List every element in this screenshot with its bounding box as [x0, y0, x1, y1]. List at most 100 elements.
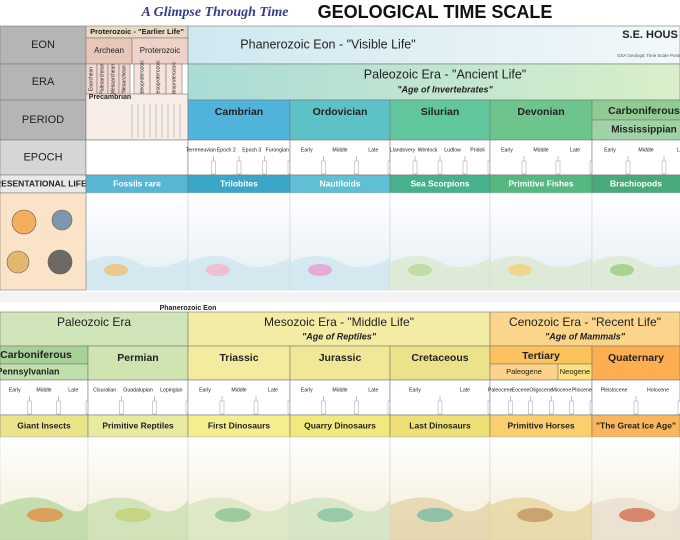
row-label: ERA: [32, 76, 55, 88]
illustration-detail: [308, 264, 332, 276]
illustration-detail: [27, 508, 63, 522]
epoch-label: Late: [677, 147, 680, 153]
label: Neoarchean: [121, 65, 127, 92]
period-name: Carboniferous: [0, 349, 72, 361]
illustration-detail: [610, 264, 634, 276]
age-marker: [437, 160, 443, 175]
epoch-label: Ludlow: [444, 147, 461, 153]
label: Proterozoic: [140, 46, 180, 55]
eon-label: Phanerozoic Eon: [160, 305, 217, 312]
age-marker: [528, 400, 533, 415]
epoch-label: Lopingian: [160, 387, 183, 393]
era-subtitle: "Age of Reptiles": [302, 331, 377, 341]
epoch-cell: [489, 379, 593, 416]
period-cell: [591, 345, 680, 381]
period-cell: [187, 345, 291, 381]
epoch-label: Late: [460, 387, 470, 393]
epoch-label: Early: [199, 387, 211, 393]
row-label-cell: [0, 99, 87, 141]
period-name: Silurian: [421, 106, 460, 118]
age-marker: [321, 400, 326, 415]
period-name: Devonian: [517, 106, 564, 118]
age-marker: [549, 400, 554, 415]
epoch-label: Late: [570, 147, 580, 153]
label: S.E. HOUS: [622, 29, 678, 41]
age-marker: [262, 160, 267, 175]
epoch-label: Early: [409, 387, 421, 393]
epoch-label: Epoch 2: [217, 147, 236, 153]
epoch-label: Furongian: [266, 147, 289, 153]
age-marker: [508, 400, 513, 415]
period-cell: [389, 345, 491, 381]
period-cell: [289, 345, 391, 381]
epoch-label: Llandovery: [390, 147, 416, 153]
age-marker: [569, 400, 574, 415]
title: GEOLOGICAL TIME SCALE: [318, 2, 553, 22]
age-marker: [354, 160, 359, 175]
life-label: Quarry Dinosaurs: [304, 420, 376, 430]
epoch-label: Paleocene: [488, 387, 513, 393]
era-cell: [489, 311, 680, 347]
life-label: "The Great Ice Age": [596, 420, 676, 430]
epoch-label: Early: [604, 147, 616, 153]
epoch-label: Late: [68, 387, 78, 393]
illustration-detail: [11, 209, 37, 235]
epoch-label: Early: [9, 387, 21, 393]
life-label: Fossils rare: [113, 178, 161, 188]
epoch-cell: [187, 379, 291, 416]
label: Paleoproterozoic: [139, 60, 145, 98]
age-marker: [119, 400, 124, 415]
row-label-cell: [0, 25, 87, 65]
epoch-label: Pridoli: [470, 147, 484, 153]
age-marker: [152, 400, 157, 415]
epoch-cell: [591, 139, 680, 176]
age-marker: [462, 160, 468, 175]
illustration-detail: [47, 249, 73, 275]
epoch-label: Epoch 3: [242, 147, 261, 153]
period-cell: [489, 99, 593, 141]
label: GSA Geologic Time Scale Poster: [617, 53, 680, 58]
illustration-detail: [517, 508, 553, 522]
illustration-detail: [104, 264, 128, 276]
period-name: Permian: [117, 352, 158, 364]
label: Neoproterozoic: [171, 62, 177, 96]
subperiod-name: Mississippian: [611, 125, 677, 136]
epoch-cell: [87, 379, 189, 416]
life-label: First Dinosaurs: [208, 420, 271, 430]
illustration-detail: [317, 508, 353, 522]
row-label: EON: [31, 39, 55, 51]
subperiod-name: Paleogene: [506, 367, 542, 376]
label: Paleoarchean: [99, 63, 105, 94]
period-name: Cambrian: [215, 106, 263, 118]
age-marker: [219, 400, 225, 415]
epoch-label: Holocene: [647, 387, 669, 393]
era-name: Mesozoic Era - "Middle Life": [264, 315, 414, 329]
period-name: Ordovician: [313, 106, 368, 118]
age-marker: [625, 160, 631, 175]
life-label: Last Dinosaurs: [409, 420, 471, 430]
age-marker: [56, 400, 61, 415]
age-marker: [27, 400, 32, 415]
cell: [187, 63, 680, 101]
age-marker: [412, 160, 418, 175]
illustration-detail: [215, 508, 251, 522]
epoch-label: Early: [501, 147, 513, 153]
era-name: Paleozoic Era: [57, 315, 131, 329]
era-subtitle: "Age of Mammals": [545, 331, 626, 341]
illustration-ground: [390, 256, 490, 290]
age-marker: [437, 400, 443, 415]
period-name: Jurassic: [319, 352, 362, 364]
cell: [85, 139, 189, 176]
life-label: Primitive Fishes: [508, 178, 573, 188]
epoch-label: Late: [368, 387, 378, 393]
epoch-label: Wenlock: [418, 147, 438, 153]
epoch-label: Middle: [533, 147, 548, 153]
label: "Age of Invertebrates": [397, 84, 493, 94]
label: Proterozoic - "Earlier Life": [90, 27, 184, 36]
epoch-cell: [289, 379, 391, 416]
illustration-ground: [290, 256, 390, 290]
epoch-label: Early: [301, 147, 313, 153]
cell: [85, 93, 189, 141]
divider: [0, 292, 680, 302]
